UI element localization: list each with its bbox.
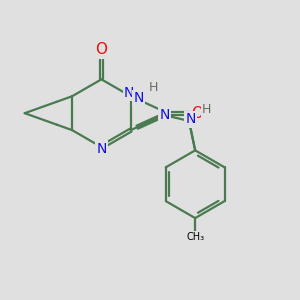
Text: H: H	[202, 103, 211, 116]
Text: N: N	[96, 142, 106, 155]
Text: N: N	[124, 86, 134, 100]
Text: H: H	[149, 81, 158, 94]
Text: O: O	[95, 42, 107, 57]
Text: O: O	[191, 106, 203, 121]
Text: CH₃: CH₃	[186, 232, 204, 242]
Text: N: N	[185, 112, 196, 126]
Text: N: N	[159, 108, 170, 122]
Text: N: N	[134, 91, 144, 105]
